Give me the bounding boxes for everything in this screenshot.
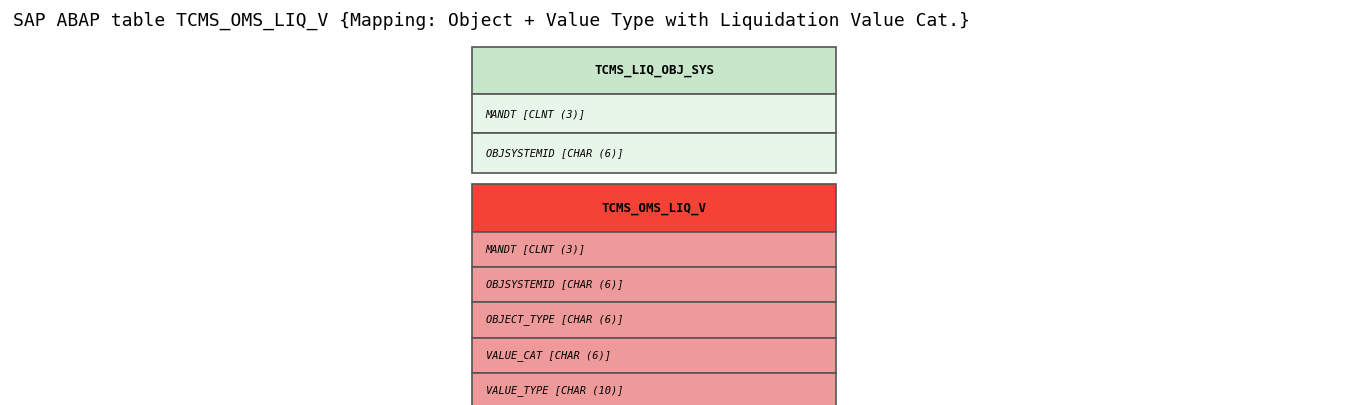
- FancyBboxPatch shape: [472, 338, 836, 373]
- Text: MANDT [CLNT (3)]: MANDT [CLNT (3)]: [486, 109, 585, 119]
- FancyBboxPatch shape: [472, 94, 836, 134]
- Text: TCMS_LIQ_OBJ_SYS: TCMS_LIQ_OBJ_SYS: [595, 64, 714, 77]
- FancyBboxPatch shape: [472, 185, 836, 232]
- Text: SAP ABAP table TCMS_OMS_LIQ_V {Mapping: Object + Value Type with Liquidation Val: SAP ABAP table TCMS_OMS_LIQ_V {Mapping: …: [13, 12, 970, 30]
- Text: VALUE_CAT [CHAR (6)]: VALUE_CAT [CHAR (6)]: [486, 350, 611, 361]
- FancyBboxPatch shape: [472, 232, 836, 267]
- Text: OBJSYSTEMID [CHAR (6)]: OBJSYSTEMID [CHAR (6)]: [486, 148, 623, 158]
- FancyBboxPatch shape: [472, 373, 836, 405]
- Text: TCMS_OMS_LIQ_V: TCMS_OMS_LIQ_V: [602, 202, 707, 215]
- FancyBboxPatch shape: [472, 47, 836, 94]
- FancyBboxPatch shape: [472, 267, 836, 302]
- Text: VALUE_TYPE [CHAR (10)]: VALUE_TYPE [CHAR (10)]: [486, 385, 623, 396]
- FancyBboxPatch shape: [472, 302, 836, 338]
- Text: OBJECT_TYPE [CHAR (6)]: OBJECT_TYPE [CHAR (6)]: [486, 314, 623, 325]
- FancyBboxPatch shape: [472, 134, 836, 173]
- Text: MANDT [CLNT (3)]: MANDT [CLNT (3)]: [486, 244, 585, 254]
- Text: OBJSYSTEMID [CHAR (6)]: OBJSYSTEMID [CHAR (6)]: [486, 279, 623, 290]
